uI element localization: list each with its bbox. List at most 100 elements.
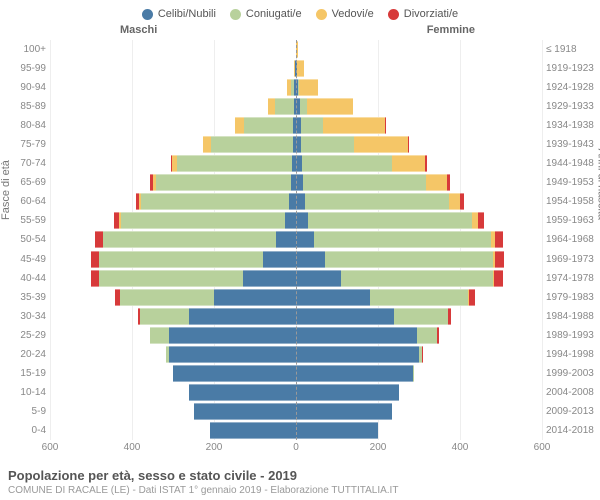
- bar-segment: [91, 251, 99, 268]
- population-pyramid: Celibi/Nubili Coniugati/e Vedovi/e Divorzia…: [0, 0, 600, 500]
- bar-segment: [296, 327, 417, 344]
- legend: Celibi/Nubili Coniugati/e Vedovi/e Divorzia…: [0, 0, 600, 24]
- bar-segment: [296, 308, 394, 325]
- bar-segment: [214, 289, 296, 306]
- bar-segment: [177, 155, 292, 172]
- legend-label: Vedovi/e: [332, 8, 374, 20]
- bar-segment: [276, 231, 297, 248]
- legend-swatch: [142, 9, 153, 20]
- bar-segment: [243, 270, 296, 287]
- bar-segment: [263, 251, 296, 268]
- bar-segment: [121, 212, 285, 229]
- bar-segment: [325, 251, 493, 268]
- bar-segment: [385, 117, 386, 134]
- legend-item: Divorziati/e: [388, 8, 458, 20]
- age-labels: 100+95-9990-9485-8980-8475-7970-7465-696…: [6, 40, 46, 440]
- bar-segment: [91, 270, 99, 287]
- bar-segment: [203, 136, 210, 153]
- bar-segment: [189, 384, 296, 401]
- legend-swatch: [316, 9, 327, 20]
- legend-swatch: [230, 9, 241, 20]
- bar-segment: [305, 193, 449, 210]
- bar-segment: [173, 365, 296, 382]
- bar-segment: [296, 384, 399, 401]
- bar-segment: [296, 346, 419, 363]
- footer: Popolazione per età, sesso e stato civil…: [8, 468, 592, 496]
- bar-segment: [426, 174, 447, 191]
- plot-area: Fasce di età Anni di nascita 100+95-9990…: [50, 40, 542, 440]
- bar-segment: [301, 136, 354, 153]
- bar-segment: [296, 422, 378, 439]
- bar-segment: [303, 174, 426, 191]
- bar-segment: [244, 117, 293, 134]
- bar-segment: [189, 308, 296, 325]
- gender-headers: Maschi Femmine: [0, 24, 600, 40]
- bar-segment: [289, 193, 296, 210]
- bar-segment: [417, 327, 438, 344]
- bar-segment: [296, 289, 370, 306]
- bar-segment: [448, 308, 451, 325]
- bar-segment: [141, 193, 289, 210]
- bar-segment: [296, 403, 392, 420]
- bar-segment: [194, 403, 297, 420]
- bar-segment: [300, 98, 307, 115]
- bar-segment: [469, 289, 475, 306]
- bar-segment: [211, 136, 293, 153]
- bar-segment: [169, 346, 296, 363]
- bar-segment: [307, 98, 352, 115]
- bar-segment: [460, 193, 464, 210]
- bar-segment: [449, 193, 460, 210]
- legend-item: Vedovi/e: [316, 8, 374, 20]
- bar-segment: [447, 174, 450, 191]
- bar-segment: [341, 270, 493, 287]
- bar-segment: [394, 308, 447, 325]
- bar-segment: [301, 117, 324, 134]
- bar-segment: [296, 365, 413, 382]
- bar-segment: [296, 231, 314, 248]
- bar-segment: [150, 327, 168, 344]
- bar-segment: [296, 212, 308, 229]
- bar-segment: [299, 79, 317, 96]
- legend-item: Coniugati/e: [230, 8, 302, 20]
- bar-segment: [296, 174, 303, 191]
- bar-segment: [392, 155, 425, 172]
- bar-segment: [296, 193, 305, 210]
- bar-segment: [210, 422, 296, 439]
- bar-segment: [268, 98, 275, 115]
- bar-segment: [478, 212, 484, 229]
- x-ticks: 6004002000200400600: [50, 442, 542, 456]
- bar-segment: [323, 117, 385, 134]
- bar-segment: [494, 270, 503, 287]
- bar-segment: [314, 231, 490, 248]
- bar-segment: [99, 251, 263, 268]
- chart-subtitle: COMUNE DI RACALE (LE) - Dati ISTAT 1° ge…: [8, 485, 592, 496]
- year-labels: ≤ 19181919-19231924-19281929-19331934-19…: [546, 40, 600, 440]
- bar-segment: [95, 231, 102, 248]
- bar-segment: [296, 270, 341, 287]
- legend-label: Celibi/Nubili: [158, 8, 216, 20]
- bar-segment: [370, 289, 468, 306]
- chart-title: Popolazione per età, sesso e stato civil…: [8, 468, 592, 483]
- bar-segment: [425, 155, 427, 172]
- bar-segment: [296, 251, 325, 268]
- center-line: [296, 40, 297, 440]
- legend-label: Coniugati/e: [246, 8, 302, 20]
- header-female: Femmine: [427, 24, 475, 36]
- bar-segment: [437, 327, 438, 344]
- bar-segment: [408, 136, 409, 153]
- bar-segment: [495, 251, 504, 268]
- legend-item: Celibi/Nubili: [142, 8, 216, 20]
- bar-segment: [156, 174, 291, 191]
- legend-label: Divorziati/e: [404, 8, 458, 20]
- bar-segment: [99, 270, 243, 287]
- bar-segment: [120, 289, 214, 306]
- bar-segment: [285, 212, 296, 229]
- bar-segment: [297, 60, 304, 77]
- bar-segment: [354, 136, 407, 153]
- bar-segment: [302, 155, 392, 172]
- bar-segment: [140, 308, 189, 325]
- bar-segment: [495, 231, 503, 248]
- bar-segment: [308, 212, 472, 229]
- bar-segment: [103, 231, 275, 248]
- header-male: Maschi: [120, 24, 157, 36]
